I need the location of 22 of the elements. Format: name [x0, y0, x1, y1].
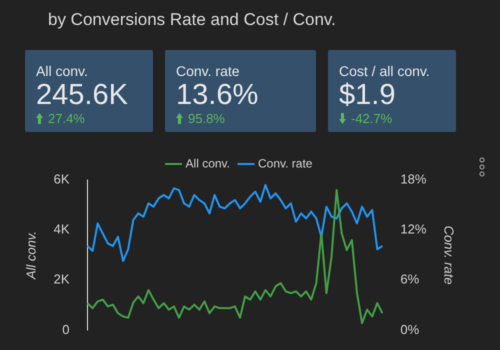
y2-tick-label: 6% [400, 272, 420, 287]
chart-title: by Conversions Rate and Cost / Conv. [48, 10, 336, 30]
legend-label: All conv. [186, 156, 230, 170]
text: 13.6% [176, 79, 260, 111]
text: 27.4% [48, 111, 85, 126]
legend-label: Conv. rate [258, 156, 313, 170]
y2-tick-label: 18% [400, 172, 427, 187]
y-tick-label: 4K [54, 222, 70, 237]
text: -42.7% [351, 111, 392, 126]
y-tick-label: 6K [54, 172, 70, 187]
text: Cost / all conv. [339, 63, 431, 79]
y2-axis-title: Conv. rate [442, 226, 457, 285]
y-tick-label: 2K [54, 272, 70, 287]
text: $1.9 [339, 79, 396, 111]
y-tick-label: 0 [62, 322, 70, 337]
text: 95.8% [188, 111, 225, 126]
text: 245.6K [36, 79, 129, 111]
y2-tick-label: 0% [400, 322, 420, 337]
y-axis-title: All conv. [23, 231, 38, 280]
text: All conv. [36, 63, 89, 79]
text: Conv. rate [176, 63, 241, 79]
y2-tick-label: 12% [400, 222, 427, 237]
